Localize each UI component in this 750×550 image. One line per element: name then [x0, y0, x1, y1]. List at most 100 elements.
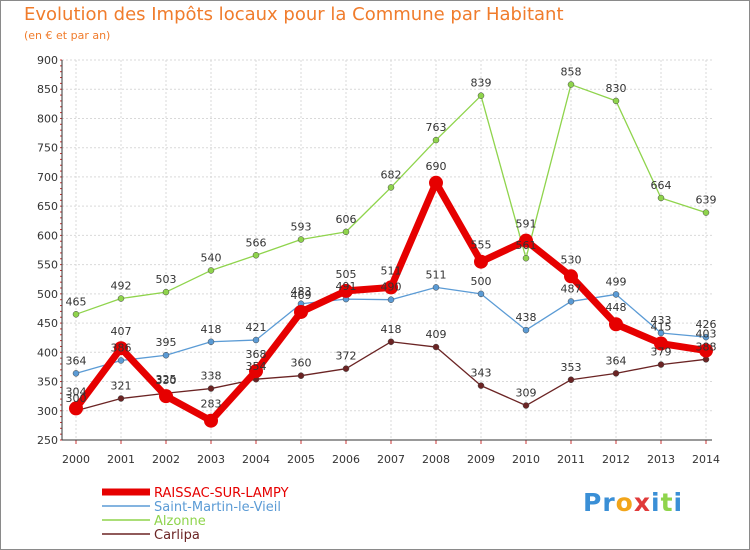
data-label: 321: [111, 379, 132, 392]
data-point: [657, 361, 665, 368]
data-label: 858: [561, 66, 582, 79]
logo-letter: r: [602, 488, 616, 517]
data-label: 487: [561, 282, 582, 295]
data-label: 664: [651, 179, 672, 192]
data-label: 639: [696, 194, 717, 207]
data-point: [612, 291, 620, 298]
data-point: [294, 304, 308, 319]
data-label: 368: [246, 348, 267, 361]
data-label: 372: [336, 350, 357, 363]
data-point: [117, 395, 125, 402]
data-label: 492: [111, 280, 132, 293]
data-label: 364: [66, 354, 87, 367]
data-point: [522, 254, 530, 262]
x-tick-label: 2005: [287, 453, 315, 466]
data-label: 503: [156, 273, 177, 286]
data-label: 354: [246, 360, 267, 373]
data-label: 561: [516, 239, 537, 252]
data-label: 395: [156, 336, 177, 349]
data-point: [159, 389, 173, 404]
data-point: [207, 267, 215, 274]
logo-letter: i: [651, 488, 661, 517]
data-point: [654, 336, 668, 351]
data-labels: 465 492 503 540 566 593 606 682 763 839 561 858 830 6…: [66, 66, 717, 411]
data-point: [702, 209, 710, 216]
data-label: 330: [156, 374, 177, 387]
x-tick-label: 2012: [602, 453, 630, 466]
data-label: 433: [651, 314, 672, 327]
data-point: [342, 365, 350, 372]
data-point: [297, 236, 305, 243]
y-tick-label: 750: [37, 142, 58, 155]
logo-letter: t: [660, 488, 674, 517]
x-tick-label: 2001: [107, 453, 135, 466]
data-label: 830: [606, 82, 627, 95]
data-point: [567, 81, 575, 88]
data-point: [699, 343, 713, 358]
data-point: [567, 376, 575, 384]
logo-letter: o: [615, 488, 634, 517]
data-point: [387, 184, 395, 191]
data-label: 465: [66, 295, 87, 308]
tick-labels: 250 300 350 400 450 500 550 600 650 700 750 800 850 9…: [37, 54, 720, 466]
data-label: 407: [111, 325, 132, 338]
data-point: [432, 136, 440, 144]
legend-label: Alzonne: [154, 514, 206, 529]
y-tick-label: 500: [37, 288, 58, 301]
data-label: 304: [66, 385, 87, 398]
data-label: 364: [606, 354, 627, 367]
data-point: [387, 338, 395, 346]
y-tick-label: 400: [37, 346, 58, 359]
data-point: [162, 351, 170, 359]
data-label: 426: [696, 318, 717, 331]
data-point: [429, 175, 443, 190]
data-point: [612, 370, 620, 377]
data-label: 500: [471, 275, 492, 288]
data-label: 283: [201, 398, 222, 411]
data-point: [117, 295, 125, 302]
data-label: 300: [66, 392, 87, 405]
data-label: 418: [381, 323, 402, 336]
series-lines: [69, 81, 713, 428]
axes: [60, 59, 712, 444]
data-point: [387, 296, 395, 303]
data-label: 469: [291, 289, 312, 302]
data-label: 379: [651, 346, 672, 359]
data-point: [207, 338, 215, 346]
legend-label: RAISSAC-SUR-LAMPY: [154, 486, 289, 501]
logo-letter: P: [583, 488, 603, 517]
data-point: [657, 329, 665, 337]
y-tick-label: 650: [37, 200, 58, 213]
data-point: [432, 343, 440, 351]
data-point: [432, 284, 440, 291]
data-point: [519, 233, 533, 248]
data-label: 421: [246, 321, 267, 334]
x-tick-label: 2008: [422, 453, 450, 466]
data-label: 555: [471, 239, 492, 252]
data-point: [612, 97, 620, 105]
logo-letter: i: [673, 488, 684, 517]
data-label: 606: [336, 213, 357, 226]
chart-title: Evolution des Impôts locaux pour la Comm…: [24, 4, 564, 25]
data-point: [609, 317, 623, 332]
y-tick-label: 350: [37, 376, 58, 389]
y-tick-label: 600: [37, 229, 58, 242]
data-label: 360: [291, 357, 312, 370]
data-label: 448: [606, 301, 627, 314]
logo-letter: x: [633, 488, 651, 517]
data-label: 530: [561, 253, 582, 266]
data-label: 682: [381, 168, 402, 181]
data-point: [252, 336, 260, 344]
x-tick-label: 2003: [197, 453, 225, 466]
data-label: 418: [201, 323, 222, 336]
data-point: [117, 357, 125, 364]
data-label: 540: [201, 251, 222, 264]
grid-lines: [62, 59, 712, 441]
data-label: 415: [651, 321, 672, 334]
data-point: [474, 254, 488, 269]
y-tick-label: 900: [37, 54, 58, 67]
plot-area: [62, 60, 712, 440]
data-point: [477, 382, 485, 389]
data-label: 566: [246, 236, 267, 249]
